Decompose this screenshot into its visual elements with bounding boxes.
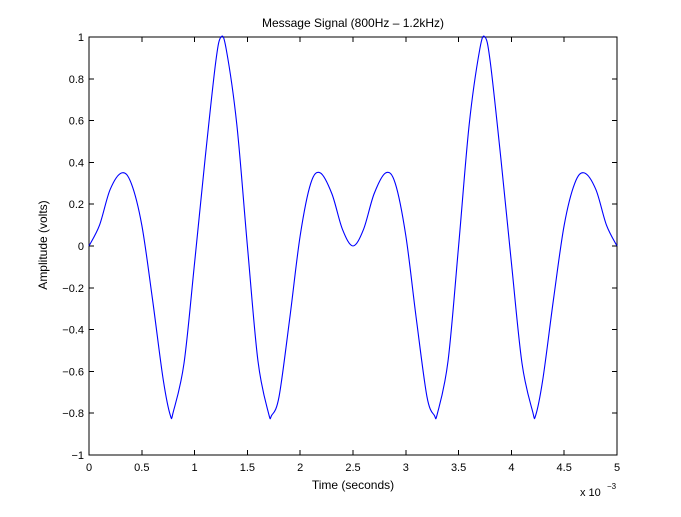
x-axis-multiplier: x 10 −3 xyxy=(580,482,617,499)
y-tick-label: 0.6 xyxy=(69,116,84,128)
x-axis-multiplier-base: x 10 xyxy=(580,487,601,499)
x-tick-label: 0.5 xyxy=(134,462,149,474)
chart-title: Message Signal (800Hz – 1.2kHz) xyxy=(262,16,444,30)
y-tick-label: 0.4 xyxy=(69,157,84,169)
series-group xyxy=(88,35,618,420)
y-tick-label: −0.8 xyxy=(62,408,84,420)
y-axis-title: Amplitude (volts) xyxy=(36,200,50,289)
y-tick-label: 0 xyxy=(78,241,84,253)
x-axis: 0 0.5 1 1.5 2 2.5 3 3.5 4 4.5 5 xyxy=(86,37,620,474)
y-tick-label: −1 xyxy=(71,450,84,462)
y-tick-label: −0.2 xyxy=(62,283,84,295)
x-tick-label: 0 xyxy=(86,462,92,474)
y-axis: −1 −0.8 −0.6 −0.4 −0.2 0 0.2 0.4 0.6 0.8 1 xyxy=(62,32,617,462)
x-tick-label: 1.5 xyxy=(240,462,255,474)
y-tick-label: −0.4 xyxy=(62,325,84,337)
x-tick-label: 4.5 xyxy=(557,462,572,474)
y-tick-label: 0.8 xyxy=(69,74,84,86)
x-tick-label: 5 xyxy=(614,462,620,474)
x-tick-label: 3 xyxy=(403,462,409,474)
x-tick-label: 3.5 xyxy=(451,462,466,474)
x-axis-multiplier-exponent: −3 xyxy=(607,482,617,491)
x-tick-label: 2.5 xyxy=(345,462,360,474)
x-tick-label: 4 xyxy=(508,462,514,474)
y-tick-label: −0.6 xyxy=(62,366,84,378)
x-axis-title: Time (seconds) xyxy=(312,478,394,492)
series-line-0 xyxy=(88,35,618,420)
y-tick-label: 0.2 xyxy=(69,199,84,211)
x-tick-label: 1 xyxy=(192,462,198,474)
x-tick-label: 2 xyxy=(297,462,303,474)
y-tick-label: 1 xyxy=(78,32,84,44)
